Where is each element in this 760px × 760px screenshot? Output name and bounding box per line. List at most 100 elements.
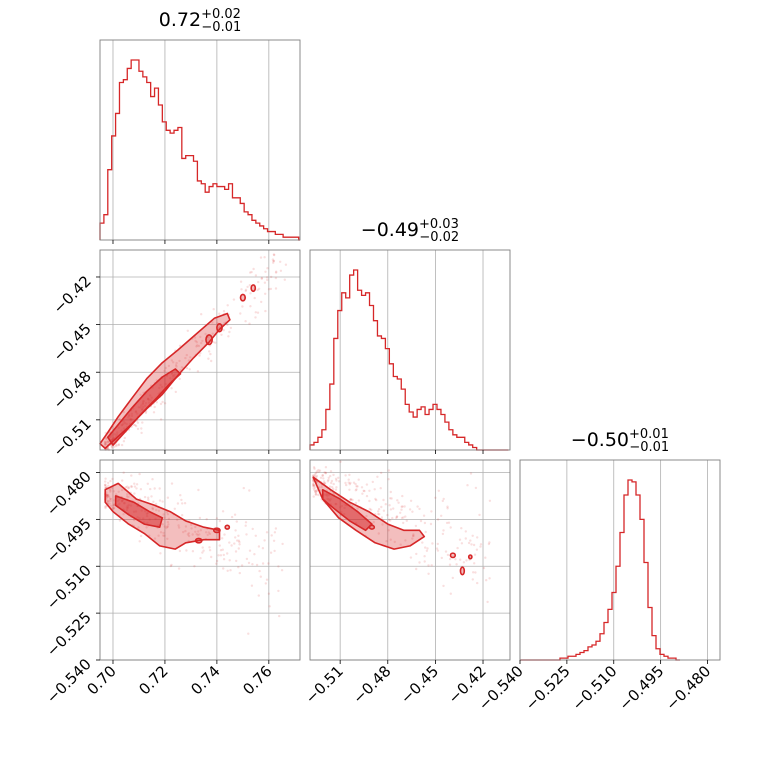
scatter-point bbox=[391, 516, 394, 520]
scatter-point bbox=[200, 313, 203, 316]
scatter-point bbox=[107, 494, 110, 497]
scatter-point bbox=[442, 529, 445, 532]
scatter-point bbox=[130, 474, 133, 477]
scatter-point bbox=[390, 497, 393, 500]
scatter-point bbox=[163, 516, 166, 519]
scatter-point bbox=[109, 489, 112, 492]
scatter-point bbox=[113, 445, 116, 448]
scatter-point bbox=[422, 514, 426, 517]
xtick-label-2-4: −0.480 bbox=[662, 662, 714, 714]
scatter-point bbox=[232, 298, 236, 301]
scatter-point bbox=[347, 478, 350, 481]
scatter-point bbox=[177, 526, 181, 529]
scatter-point bbox=[115, 493, 118, 496]
scatter-point bbox=[274, 527, 278, 530]
scatter-point bbox=[355, 488, 358, 491]
scatter-point bbox=[134, 424, 138, 428]
scatter-point bbox=[488, 499, 492, 502]
scatter-point bbox=[327, 478, 330, 482]
scatter-point bbox=[259, 575, 262, 578]
scatter-point bbox=[238, 543, 241, 546]
contour-outer-1-2 bbox=[312, 476, 426, 550]
contour-island-1-2-1 bbox=[459, 566, 466, 576]
scatter-point bbox=[145, 526, 148, 529]
scatter-point bbox=[362, 489, 365, 492]
scatter-point bbox=[253, 296, 256, 300]
scatter-point bbox=[198, 354, 201, 357]
xtick-label-0-1: 0.72 bbox=[135, 662, 171, 698]
scatter-point bbox=[270, 275, 273, 279]
scatter-point bbox=[201, 546, 204, 549]
contour-island-0-2-1 bbox=[224, 524, 231, 530]
hist-1-grid bbox=[339, 250, 484, 450]
scatter-point bbox=[472, 571, 475, 574]
scatter-point bbox=[105, 505, 108, 508]
scatter-point bbox=[257, 594, 260, 597]
scatter-point bbox=[397, 501, 400, 504]
scatter-point bbox=[159, 418, 163, 421]
ytick-label-2-4: −0.480 bbox=[43, 468, 95, 520]
scatter-point bbox=[412, 533, 415, 536]
pair-0-2-grid bbox=[100, 460, 300, 661]
scatter-point bbox=[185, 549, 188, 552]
scatter-point bbox=[324, 466, 328, 469]
scatter-point bbox=[313, 484, 316, 487]
scatter-point bbox=[163, 534, 166, 537]
pair-1-2-frame bbox=[309, 459, 511, 661]
scatter-point bbox=[167, 364, 171, 368]
scatter-point bbox=[280, 569, 284, 572]
scatter-point bbox=[115, 444, 118, 448]
scatter-point bbox=[127, 486, 131, 489]
scatter-point bbox=[157, 534, 160, 537]
scatter-point bbox=[313, 474, 317, 477]
scatter-point bbox=[150, 495, 153, 498]
scatter-point bbox=[401, 505, 404, 508]
scatter-point bbox=[109, 490, 112, 493]
scatter-point bbox=[223, 533, 226, 536]
scatter-point bbox=[335, 486, 338, 489]
scatter-point bbox=[162, 513, 165, 516]
scatter-point bbox=[195, 532, 198, 536]
scatter-point bbox=[265, 531, 269, 534]
scatter-point bbox=[222, 558, 226, 561]
scatter-point bbox=[135, 487, 138, 490]
scatter-point bbox=[136, 427, 140, 431]
scatter-point bbox=[111, 477, 114, 481]
scatter-point bbox=[484, 556, 487, 559]
scatter-point bbox=[133, 485, 137, 488]
scatter-point bbox=[137, 526, 140, 529]
scatter-point bbox=[127, 495, 130, 499]
contour-island-0-2-0 bbox=[212, 527, 221, 534]
scatter-point bbox=[177, 524, 180, 527]
scatter-point bbox=[183, 502, 187, 505]
scatter-point bbox=[368, 507, 371, 511]
scatter-point bbox=[334, 477, 338, 480]
scatter-point bbox=[312, 495, 315, 498]
scatter-point bbox=[254, 311, 257, 314]
scatter-point bbox=[228, 541, 231, 544]
scatter-point bbox=[344, 481, 347, 485]
histogram-2 bbox=[520, 479, 680, 661]
scatter-point bbox=[427, 564, 430, 567]
scatter-point bbox=[349, 498, 352, 501]
param-title-2: −0.50+0.01 −0.01 bbox=[571, 427, 669, 455]
scatter-point bbox=[315, 474, 319, 478]
scatter-point bbox=[313, 467, 316, 470]
scatter-point bbox=[312, 474, 315, 477]
scatter-point bbox=[204, 332, 207, 336]
scatter-point bbox=[238, 571, 241, 575]
scatter-point bbox=[273, 549, 276, 553]
scatter-point bbox=[419, 519, 423, 523]
param-median-1: −0.49 bbox=[361, 219, 419, 241]
scatter-point bbox=[473, 562, 476, 565]
scatter-point bbox=[153, 487, 156, 490]
scatter-point bbox=[275, 270, 278, 273]
scatter-point bbox=[332, 473, 335, 477]
scatter-point bbox=[222, 567, 225, 570]
scatter-point bbox=[448, 557, 452, 561]
scatter-point bbox=[117, 443, 121, 446]
scatter-point bbox=[196, 344, 199, 347]
scatter-point bbox=[441, 499, 444, 503]
scatter-point bbox=[380, 516, 384, 519]
scatter-point bbox=[181, 502, 184, 505]
